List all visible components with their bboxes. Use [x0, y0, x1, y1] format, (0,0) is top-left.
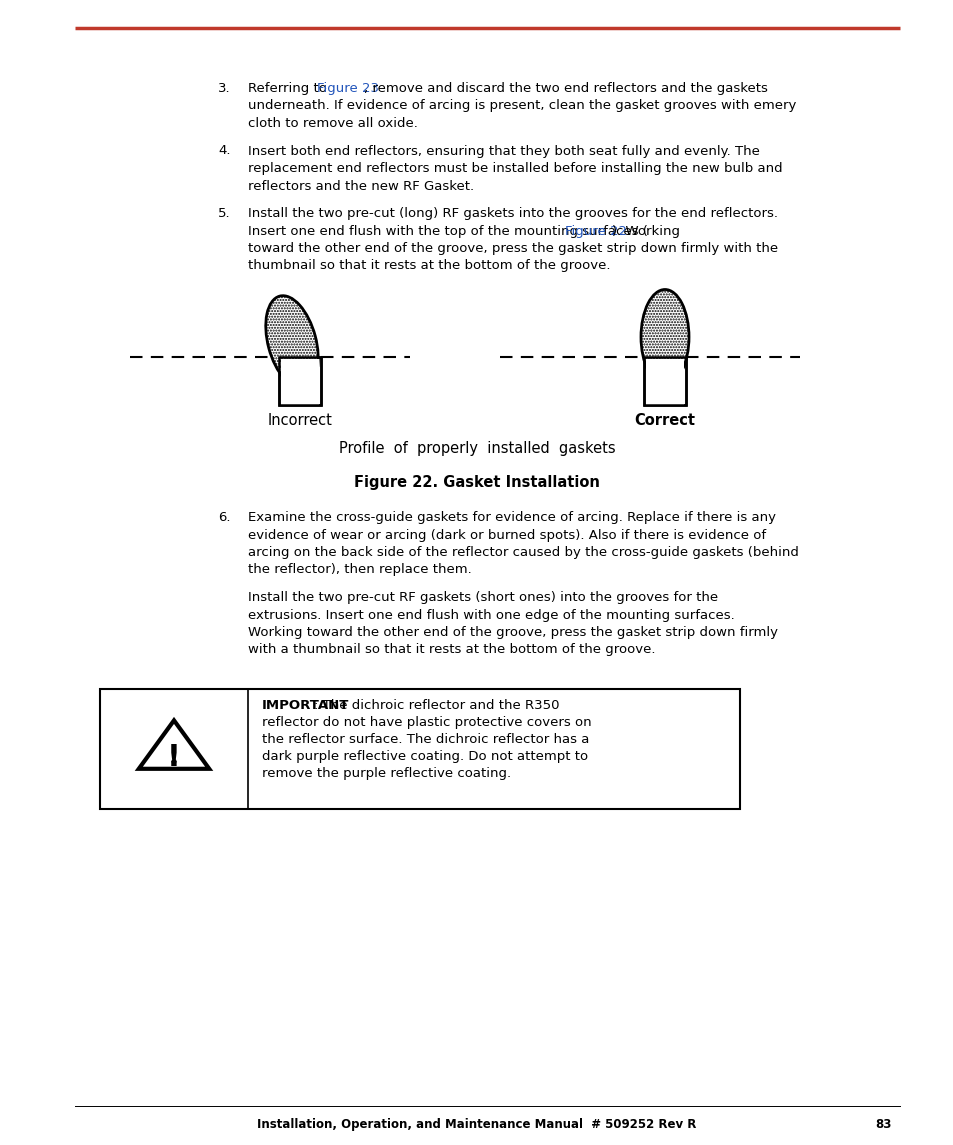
Text: replacement end reflectors must be installed before installing the new bulb and: replacement end reflectors must be insta…	[248, 161, 781, 175]
Text: Incorrect: Incorrect	[267, 413, 332, 428]
Text: Profile  of  properly  installed  gaskets: Profile of properly installed gaskets	[338, 441, 615, 456]
Polygon shape	[138, 720, 209, 768]
Text: Insert both end reflectors, ensuring that they both seat fully and evenly. The: Insert both end reflectors, ensuring tha…	[248, 144, 760, 158]
Ellipse shape	[172, 758, 176, 765]
Text: !: !	[167, 742, 181, 772]
Text: with a thumbnail so that it rests at the bottom of the groove.: with a thumbnail so that it rests at the…	[248, 643, 655, 656]
Bar	[645, 360, 683, 405]
Bar	[643, 357, 685, 405]
Bar	[278, 357, 320, 405]
Text: 3.: 3.	[218, 82, 231, 95]
Text: 6.: 6.	[218, 511, 231, 524]
Text: Figure 22. Gasket Installation: Figure 22. Gasket Installation	[354, 475, 599, 490]
Text: remove the purple reflective coating.: remove the purple reflective coating.	[262, 767, 511, 780]
Text: dark purple reflective coating. Do not attempt to: dark purple reflective coating. Do not a…	[262, 750, 587, 763]
Text: evidence of wear or arcing (dark or burned spots). Also if there is evidence of: evidence of wear or arcing (dark or burn…	[248, 529, 765, 542]
Text: Installation, Operation, and Maintenance Manual  # 509252 Rev R: Installation, Operation, and Maintenance…	[257, 1118, 696, 1131]
Text: : The dichroic reflector and the R350: : The dichroic reflector and the R350	[314, 698, 559, 712]
Text: Correct: Correct	[634, 413, 695, 428]
Text: IMPORTANT: IMPORTANT	[262, 698, 349, 712]
Text: reflector do not have plastic protective covers on: reflector do not have plastic protective…	[262, 716, 591, 729]
Text: Figure 23: Figure 23	[316, 82, 378, 95]
Bar	[643, 357, 685, 405]
Text: Insert one end flush with the top of the mounting surfaces (: Insert one end flush with the top of the…	[248, 224, 647, 237]
Text: , remove and discard the two end reflectors and the gaskets: , remove and discard the two end reflect…	[364, 82, 767, 95]
Text: Figure 22: Figure 22	[564, 224, 626, 237]
Text: reflectors and the new RF Gasket.: reflectors and the new RF Gasket.	[248, 180, 474, 192]
Text: 4.: 4.	[218, 144, 231, 158]
Text: Examine the cross-guide gaskets for evidence of arcing. Replace if there is any: Examine the cross-guide gaskets for evid…	[248, 511, 775, 524]
Text: Install the two pre-cut (long) RF gaskets into the grooves for the end reflector: Install the two pre-cut (long) RF gasket…	[248, 207, 778, 220]
Text: Working toward the other end of the groove, press the gasket strip down firmly: Working toward the other end of the groo…	[248, 626, 778, 639]
Text: underneath. If evidence of arcing is present, clean the gasket grooves with emer: underneath. If evidence of arcing is pre…	[248, 100, 796, 112]
Ellipse shape	[640, 290, 688, 385]
Text: 83: 83	[874, 1118, 890, 1131]
Ellipse shape	[266, 295, 318, 388]
Text: Install the two pre-cut RF gaskets (short ones) into the grooves for the: Install the two pre-cut RF gaskets (shor…	[248, 591, 718, 605]
Text: extrusions. Insert one end flush with one edge of the mounting surfaces.: extrusions. Insert one end flush with on…	[248, 608, 734, 622]
Text: the reflector surface. The dichroic reflector has a: the reflector surface. The dichroic refl…	[262, 733, 589, 747]
Bar	[100, 689, 740, 810]
Text: 5.: 5.	[218, 207, 231, 220]
Text: arcing on the back side of the reflector caused by the cross-guide gaskets (behi: arcing on the back side of the reflector…	[248, 546, 798, 559]
Bar	[278, 357, 320, 405]
Text: Referring to: Referring to	[248, 82, 331, 95]
Text: toward the other end of the groove, press the gasket strip down firmly with the: toward the other end of the groove, pres…	[248, 242, 778, 255]
Text: the reflector), then replace them.: the reflector), then replace them.	[248, 563, 471, 576]
Text: cloth to remove all oxide.: cloth to remove all oxide.	[248, 117, 417, 131]
Bar	[281, 360, 318, 405]
Text: thumbnail so that it rests at the bottom of the groove.: thumbnail so that it rests at the bottom…	[248, 260, 610, 273]
Text: ). Working: ). Working	[612, 224, 679, 237]
